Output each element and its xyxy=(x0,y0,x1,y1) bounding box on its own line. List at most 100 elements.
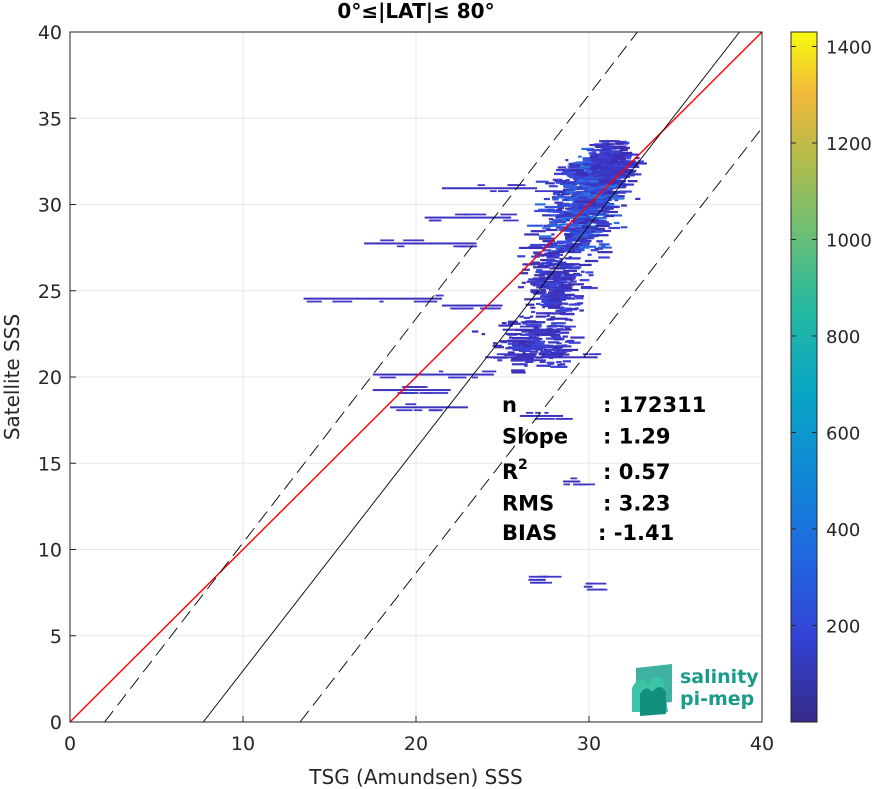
density-cell-3-141 xyxy=(507,339,524,343)
density-cell-4-158 xyxy=(610,174,615,177)
density-cell-3-168 xyxy=(541,354,545,358)
density-cell-0-370 xyxy=(567,224,577,227)
density-cell-2-18 xyxy=(565,247,575,250)
density-cell-2-124 xyxy=(571,257,578,260)
density-cell-3-0 xyxy=(557,363,561,366)
density-cell-2-185 xyxy=(551,277,565,280)
density-cell-4-184 xyxy=(604,172,614,175)
density-cell-0-353 xyxy=(557,194,564,197)
density-cell-2-179 xyxy=(559,247,564,250)
density-cell-2-190 xyxy=(522,322,528,325)
density-cell-2-131 xyxy=(588,274,594,277)
density-cell-3-139 xyxy=(518,353,525,356)
density-cell-0-267 xyxy=(590,249,599,252)
density-cell-1-246 xyxy=(580,187,593,191)
x-axis-label: TSG (Amundsen) SSS xyxy=(308,765,522,789)
density-cell-0-55 xyxy=(584,259,599,263)
density-cell-1-230 xyxy=(565,190,574,193)
stat-label: RMS xyxy=(502,492,554,516)
density-streak-10-1 xyxy=(555,417,573,420)
colorbar xyxy=(790,31,818,723)
density-streak-1-5 xyxy=(488,307,502,310)
density-cell-4-206 xyxy=(597,155,609,159)
density-cell-1-172 xyxy=(565,183,573,186)
density-cell-0-143 xyxy=(548,218,554,221)
density-cell-2-187 xyxy=(563,297,576,300)
density-cell-0-419 xyxy=(577,205,592,208)
density-cell-2-81 xyxy=(546,303,554,306)
density-cell-3-97 xyxy=(546,318,555,321)
density-streak-9-3 xyxy=(496,353,520,356)
density-cell-1-293 xyxy=(603,201,609,204)
density-cell-0-396 xyxy=(566,197,572,200)
density-cell-3-37 xyxy=(561,344,568,347)
density-cell-2-114 xyxy=(564,302,568,306)
density-cell-0-181 xyxy=(594,247,603,250)
density-cell-4-142 xyxy=(606,190,620,194)
density-cell-1-179 xyxy=(588,203,605,207)
density-cell-4-38 xyxy=(590,166,606,169)
density-cell-2-80 xyxy=(563,269,577,272)
density-cell-0-390 xyxy=(577,221,589,225)
density-cell-4-192 xyxy=(620,168,633,172)
density-cell-0-261 xyxy=(600,212,607,216)
y-tick-label: 0 xyxy=(50,712,62,734)
density-cell-3-36 xyxy=(537,337,543,341)
density-cell-3-5 xyxy=(519,349,531,353)
density-cell-1-66 xyxy=(584,189,596,192)
cb-tick-label: 800 xyxy=(826,327,860,348)
density-cell-2-183 xyxy=(559,272,564,276)
density-cell-0-105 xyxy=(542,227,551,230)
density-cell-0-35 xyxy=(569,242,578,246)
density-cell-4-119 xyxy=(612,179,627,183)
density-cell-0-259 xyxy=(598,256,610,259)
y-tick-label: 15 xyxy=(38,453,62,475)
density-streak-0 xyxy=(303,297,442,300)
density-cell-1-277 xyxy=(591,168,598,172)
density-cell-4-56 xyxy=(632,162,647,165)
density-cell-3-8 xyxy=(511,363,528,366)
density-cell-3-169 xyxy=(529,321,546,324)
density-cell-0-400 xyxy=(592,206,610,209)
density-cell-4-165 xyxy=(634,156,640,160)
density-cell-3-185 xyxy=(517,341,535,344)
density-streak-8-4 xyxy=(562,325,568,328)
density-cell-3-20 xyxy=(551,336,561,339)
density-cell-1-149 xyxy=(578,155,582,158)
density-cell-3-186 xyxy=(521,354,536,357)
cb-tick-label: 400 xyxy=(826,520,860,541)
density-cell-1-310 xyxy=(604,192,612,195)
density-cell-0-262 xyxy=(582,207,592,211)
density-cell-0-218 xyxy=(563,250,580,253)
density-cell-1-232 xyxy=(604,193,617,197)
density-cell-4-166 xyxy=(608,160,625,163)
density-cell-0-305 xyxy=(553,241,564,245)
density-cell-1-235 xyxy=(576,194,587,198)
density-streak-3 xyxy=(424,216,512,219)
density-cell-2-226 xyxy=(543,302,561,305)
density-cell-3-19 xyxy=(568,341,581,344)
density-cell-2-240 xyxy=(585,271,594,274)
density-cell-1-314 xyxy=(582,159,592,162)
density-cell-2-214 xyxy=(545,282,562,286)
density-cell-2-128 xyxy=(555,280,560,283)
density-cell-1-51 xyxy=(567,186,584,189)
density-streak-5-2 xyxy=(438,370,444,373)
density-streak-11-3 xyxy=(573,483,578,486)
density-cell-4-160 xyxy=(600,166,607,169)
density-cell-0-210 xyxy=(577,207,586,210)
density-streak-8 xyxy=(502,328,572,331)
density-cell-1-137 xyxy=(568,171,573,175)
density-cell-0-250 xyxy=(546,210,564,213)
density-cell-3-78 xyxy=(549,330,561,333)
density-cell-1-273 xyxy=(593,169,608,172)
density-streak-12 xyxy=(528,578,546,581)
density-streak-7 xyxy=(390,406,468,409)
density-cell-3-103 xyxy=(560,363,566,366)
density-cell-0-317 xyxy=(551,196,558,199)
density-cell-2-168 xyxy=(536,312,551,315)
density-streak-7-5 xyxy=(396,409,413,412)
density-cell-2-219 xyxy=(565,289,579,292)
density-streak-0-1 xyxy=(423,300,438,303)
density-cell-2-113 xyxy=(529,262,545,265)
